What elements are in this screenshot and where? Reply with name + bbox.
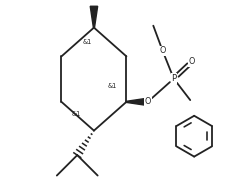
Text: P: P [170,74,175,83]
Polygon shape [126,98,147,106]
Polygon shape [90,6,97,28]
Text: &1: &1 [82,39,92,45]
Text: &1: &1 [72,111,80,117]
Text: O: O [188,57,194,66]
Text: O: O [144,97,150,106]
Text: &1: &1 [108,83,117,89]
Text: O: O [159,46,165,55]
